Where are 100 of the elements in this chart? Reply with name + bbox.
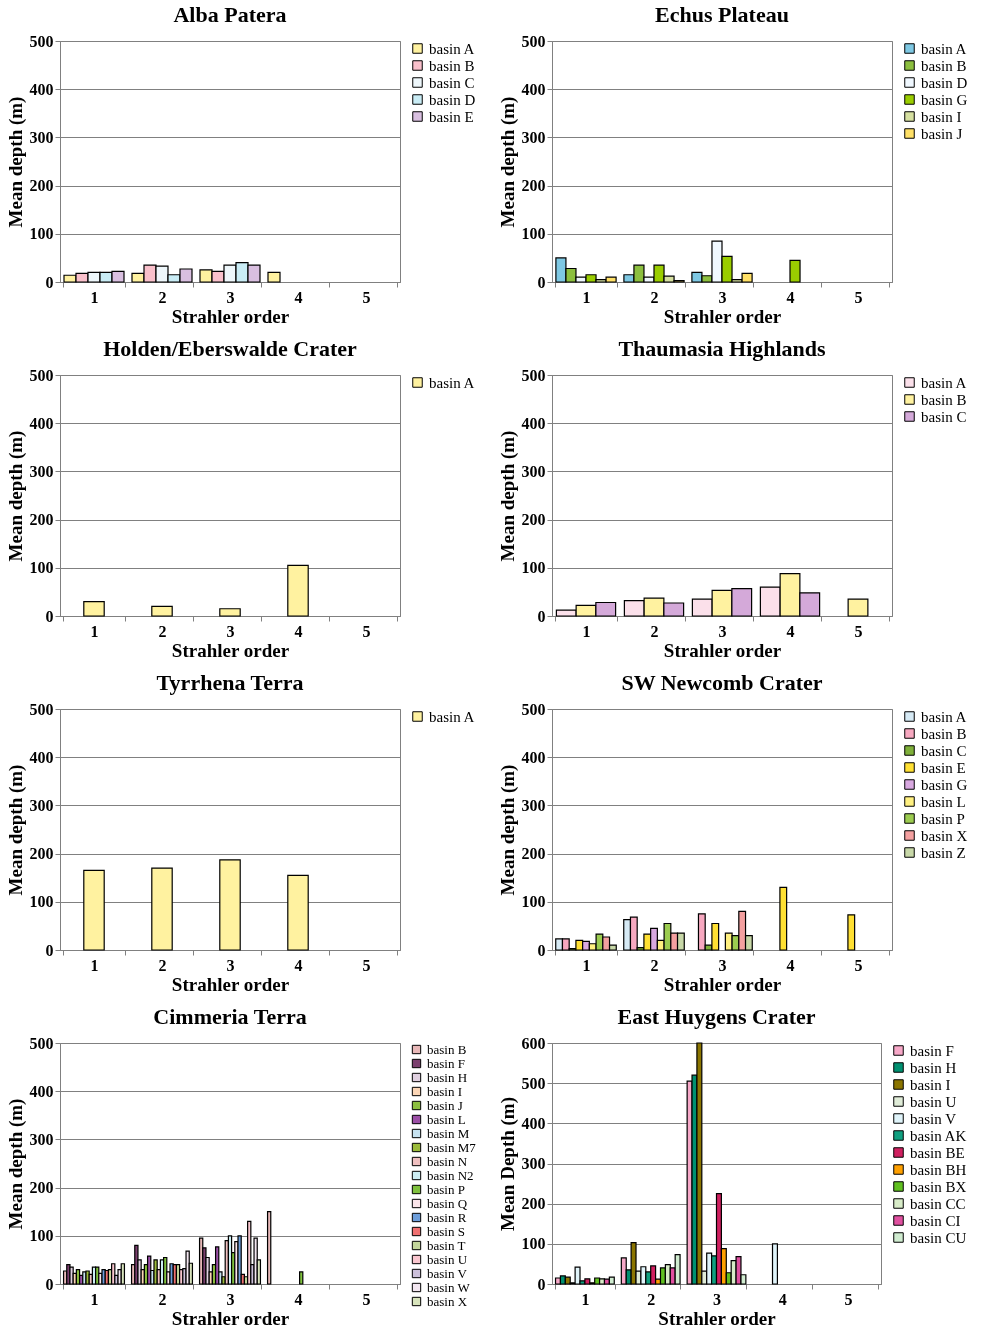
y-tick-label: 100	[29, 559, 54, 577]
x-axis-title: Strahler order	[663, 973, 782, 995]
x-axis-title: Strahler order	[658, 1307, 777, 1329]
y-tick-label: 600	[521, 1034, 546, 1052]
bar	[779, 886, 788, 951]
y-tick-label: 100	[521, 225, 546, 243]
chart-title: Thaumasia Highlands	[618, 336, 827, 361]
x-axis-title: Strahler order	[171, 639, 290, 661]
x-tick-label: 4	[294, 288, 303, 306]
legend-label: basin U	[427, 1251, 468, 1267]
bar	[185, 1250, 190, 1285]
y-tick-label: 300	[521, 1155, 546, 1172]
y-tick-label: 300	[521, 128, 546, 146]
bar	[847, 598, 869, 617]
x-tick-label: 2	[158, 956, 167, 974]
y-tick-label: 100	[29, 893, 54, 911]
legend-label: basin D	[921, 74, 968, 91]
y-axis-title: Mean depth (m)	[4, 1098, 27, 1230]
legend-label: basin C	[429, 74, 475, 91]
legend-label: basin A	[921, 40, 967, 57]
y-tick-label: 300	[29, 462, 54, 480]
legend-label: basin F	[427, 1055, 465, 1071]
x-tick-label: 2	[647, 1290, 656, 1308]
legend-label: basin E	[921, 759, 966, 776]
y-tick-label: 300	[29, 796, 54, 814]
y-tick-label: 0	[537, 273, 546, 291]
legend-label: basin BH	[910, 1161, 967, 1178]
x-axis-title: Strahler order	[171, 305, 290, 327]
legend-label: basin J	[921, 125, 963, 142]
x-tick-label: 2	[158, 622, 167, 640]
x-tick-label: 5	[854, 622, 863, 640]
x-tick-label: 4	[294, 956, 303, 974]
x-tick-label: 4	[786, 622, 795, 640]
x-tick-label: 4	[786, 956, 795, 974]
x-tick-label: 5	[362, 622, 371, 640]
legend-label: basin BE	[910, 1144, 965, 1161]
legend-label: basin BX	[910, 1178, 967, 1195]
legend-label: basin B	[429, 57, 475, 74]
legend-label: basin Z	[921, 844, 966, 861]
legend-label: basin A	[921, 708, 967, 725]
legend-label: basin S	[427, 1223, 465, 1239]
legend-label: basin A	[921, 374, 967, 391]
y-tick-label: 400	[29, 1082, 54, 1100]
bar	[253, 1237, 258, 1285]
bar	[674, 1254, 681, 1285]
bar	[564, 1276, 571, 1285]
chart-title: Tyrrhena Terra	[156, 670, 304, 695]
y-tick-label: 400	[29, 414, 54, 432]
legend-label: basin C	[921, 408, 967, 425]
x-tick-label: 2	[650, 956, 659, 974]
chart-title: Alba Patera	[173, 2, 287, 27]
legend-label: basin M	[427, 1125, 470, 1141]
y-tick-label: 100	[521, 1235, 546, 1253]
bar	[237, 1235, 242, 1285]
x-tick-label: 1	[90, 1290, 99, 1308]
y-axis-title: Mean depth (m)	[4, 764, 27, 896]
legend-label: basin A	[429, 40, 475, 57]
legend-label: basin CI	[910, 1212, 961, 1229]
bar	[598, 1278, 606, 1285]
y-tick-label: 500	[29, 32, 54, 50]
x-tick-label: 3	[718, 288, 727, 306]
legend-label: basin D	[429, 91, 476, 108]
legend-label: basin CU	[910, 1229, 967, 1246]
legend-label: basin H	[910, 1059, 957, 1076]
x-tick-label: 5	[362, 288, 371, 306]
y-tick-label: 200	[29, 177, 54, 195]
legend-label: basin X	[427, 1293, 468, 1309]
legend-label: basin V	[910, 1110, 957, 1127]
legend-label: basin B	[921, 725, 967, 742]
legend-label: basin CC	[910, 1195, 966, 1212]
x-tick-label: 3	[718, 956, 727, 974]
x-tick-label: 3	[226, 1290, 235, 1308]
y-tick-label: 0	[45, 941, 54, 959]
y-tick-label: 300	[521, 796, 546, 814]
x-axis-title: Strahler order	[663, 639, 782, 661]
y-tick-label: 0	[537, 607, 546, 625]
x-tick-label: 1	[582, 288, 591, 306]
bar	[620, 1257, 627, 1285]
legend-label: basin L	[427, 1111, 466, 1127]
y-tick-label: 0	[537, 941, 546, 959]
x-axis-title: Strahler order	[663, 305, 782, 327]
chart-title: East Huygens Crater	[617, 1004, 816, 1029]
y-tick-label: 0	[45, 1275, 54, 1293]
legend-label: basin M7	[427, 1139, 477, 1155]
y-tick-label: 200	[29, 845, 54, 863]
x-tick-label: 3	[713, 1290, 721, 1308]
bar	[287, 564, 309, 617]
legend-label: basin T	[427, 1237, 466, 1253]
y-tick-label: 200	[521, 1195, 546, 1213]
legend-label: basin Q	[427, 1195, 468, 1211]
x-tick-label: 2	[650, 622, 659, 640]
legend-label: basin I	[427, 1083, 463, 1099]
y-tick-label: 500	[29, 366, 54, 384]
y-tick-label: 500	[521, 1074, 546, 1092]
y-tick-label: 200	[521, 845, 546, 863]
y-axis-title: Mean Depth (m)	[496, 1096, 519, 1232]
y-tick-label: 100	[521, 893, 546, 911]
chart-title: Echus Plateau	[655, 2, 789, 27]
bar	[630, 1242, 637, 1285]
y-tick-label: 0	[45, 273, 54, 291]
